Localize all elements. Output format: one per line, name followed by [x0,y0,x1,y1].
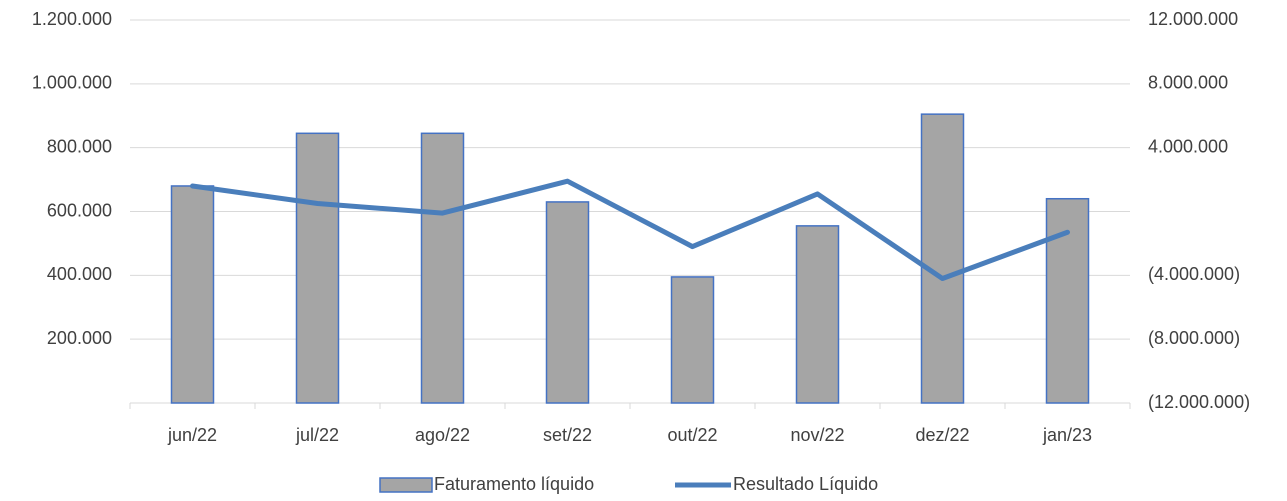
y-tick-label: 400.000 [47,264,112,284]
bar [295,132,340,404]
y2-tick-label: (12.000.000) [1148,392,1250,412]
bar [1045,197,1090,404]
y2-tick-label: 8.000.000 [1148,73,1228,93]
legend-label: Resultado Líquido [733,474,878,494]
bar [795,225,840,404]
y-tick-label: 800.000 [47,136,112,156]
bar [920,113,965,404]
y-tick-label: 600.000 [47,200,112,220]
x-tick-label: jan/23 [1042,425,1092,445]
bar [170,185,215,404]
x-tick-label: set/22 [543,425,592,445]
y2-tick-label: (4.000.000) [1148,264,1240,284]
legend-swatch [379,477,433,493]
line [190,178,1070,282]
x-tick-label: ago/22 [415,425,470,445]
x-tick-label: nov/22 [790,425,844,445]
bar [670,276,715,404]
y-tick-label: 200.000 [47,328,112,348]
x-tick-label: jun/22 [167,425,217,445]
x-tick-label: dez/22 [915,425,969,445]
x-tick-label: out/22 [667,425,717,445]
y2-tick-label: 4.000.000 [1148,136,1228,156]
bar [545,201,590,404]
legend-label: Faturamento líquido [434,474,594,494]
y-tick-label: 1.200.000 [32,9,112,29]
y2-tick-label: 12.000.000 [1148,9,1238,29]
y2-tick-label: (8.000.000) [1148,328,1240,348]
x-tick-label: jul/22 [295,425,339,445]
bar [420,132,465,404]
y-tick-label: 1.000.000 [32,73,112,93]
